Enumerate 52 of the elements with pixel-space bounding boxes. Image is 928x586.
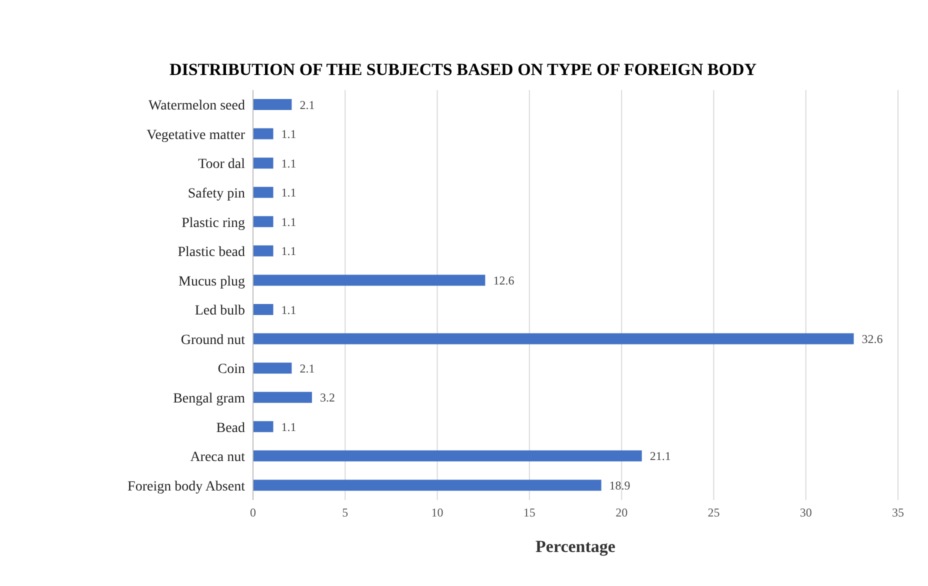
chart-title: DISTRIBUTION OF THE SUBJECTS BASED ON TYPE OF FOREIGN BODY [168, 59, 758, 80]
data-label: 1.1 [281, 186, 296, 200]
y-tick-label: Safety pin [188, 186, 245, 202]
data-label: 2.1 [300, 361, 315, 376]
bar [253, 362, 292, 374]
data-label: 1.1 [281, 420, 296, 434]
bar [253, 274, 486, 286]
bar [253, 158, 274, 169]
bar [253, 450, 642, 462]
bar [253, 186, 274, 198]
data-label: 2.1 [300, 98, 315, 112]
x-tick-label: 10 [431, 506, 444, 520]
x-tick-label: 15 [523, 506, 536, 520]
x-tick-label: 5 [342, 506, 348, 520]
bar [253, 480, 602, 491]
x-tick-label: 35 [892, 506, 904, 520]
data-label: 1.1 [281, 244, 296, 258]
data-label: 18.9 [609, 478, 630, 492]
x-tick-label: 30 [800, 506, 812, 520]
bar [253, 333, 854, 344]
x-tick-label: 20 [616, 506, 628, 520]
data-label: 1.1 [281, 302, 296, 317]
bar [253, 128, 274, 140]
data-label: 1.1 [281, 214, 296, 229]
y-tick-label: Plastic bead [178, 245, 245, 260]
bar [253, 304, 274, 315]
y-tick-label: Ground nut [180, 332, 246, 348]
x-axis-title: Percentage [536, 537, 616, 556]
y-tick-label: Bengal gram [173, 391, 246, 406]
bar [253, 392, 312, 403]
data-label: 12.6 [493, 273, 514, 288]
x-tick-label: 0 [250, 506, 256, 520]
y-tick-label: Vegetative matter [146, 128, 246, 143]
y-tick-label: Plastic ring [182, 216, 245, 231]
y-tick-label: Led bulb [194, 304, 245, 319]
y-tick-label: Foreign body Absent [128, 479, 246, 494]
data-label: 32.6 [862, 332, 883, 346]
y-tick-label: Watermelon seed [148, 98, 245, 114]
y-tick-label: Areca nut [190, 450, 246, 466]
bar [253, 245, 274, 256]
data-label: 3.2 [320, 390, 335, 405]
y-tick-label: Bead [216, 420, 245, 436]
data-label: 1.1 [281, 127, 296, 142]
bar [253, 99, 292, 110]
data-label: 21.1 [650, 449, 671, 464]
data-label: 1.1 [281, 156, 296, 170]
y-tick-label: Toor dal [198, 157, 246, 172]
bar [253, 421, 274, 432]
y-tick-label: Coin [218, 362, 245, 378]
y-tick-label: Mucus plug [178, 274, 245, 290]
bar [253, 216, 274, 228]
x-tick-label: 25 [708, 506, 720, 520]
